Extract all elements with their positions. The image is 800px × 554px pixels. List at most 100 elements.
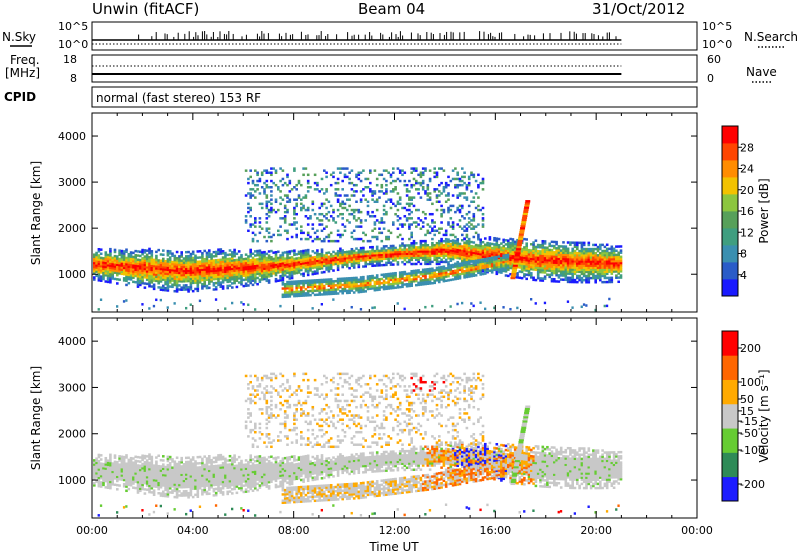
heat-cell <box>300 252 303 255</box>
heat-cell <box>557 253 561 256</box>
heat-cell <box>132 259 135 263</box>
heat-cell <box>421 186 425 189</box>
heat-cell <box>458 177 462 181</box>
heat-cell <box>120 467 124 471</box>
heat-cell <box>228 261 232 265</box>
heat-cell <box>323 270 326 274</box>
heat-cell <box>481 177 485 181</box>
heat-cell <box>527 261 531 264</box>
heat-cell <box>564 278 568 282</box>
heat-cell <box>362 284 365 287</box>
heat-cell <box>297 280 301 283</box>
heat-cell <box>357 278 361 281</box>
heat-cell <box>357 284 361 288</box>
heat-cell <box>316 263 319 267</box>
heat-cell <box>173 260 177 264</box>
heat-cell <box>341 265 344 269</box>
heat-cell <box>139 283 142 287</box>
heat-cell <box>456 273 459 276</box>
heat-cell <box>389 253 393 256</box>
heat-cell <box>559 257 563 261</box>
heat-cell <box>231 269 234 273</box>
heat-cell <box>93 471 96 475</box>
heat-cell <box>493 247 496 250</box>
heat-cell <box>341 251 344 254</box>
heat-cell <box>325 251 328 255</box>
heat-cell <box>194 273 197 276</box>
heat-cell <box>555 274 558 277</box>
heat-cell <box>182 288 186 291</box>
heat-cell <box>408 208 411 212</box>
heat-cell <box>290 290 294 294</box>
heat-cell <box>258 225 262 228</box>
heat-cell <box>311 291 315 295</box>
heat-cell <box>316 188 319 191</box>
heat-cell <box>465 198 469 201</box>
heat-cell <box>392 276 395 279</box>
heat-cell <box>254 221 257 224</box>
heat-cell <box>281 278 285 282</box>
heat-cell <box>191 269 195 272</box>
heat-cell <box>120 264 124 267</box>
heat-cell <box>603 260 607 263</box>
heat-cell <box>513 240 517 244</box>
heat-cell <box>134 480 137 484</box>
heat-cell <box>484 272 487 275</box>
heat-cell <box>201 287 204 290</box>
heat-cell <box>467 237 471 241</box>
heat-cell <box>306 265 310 268</box>
heat-cell <box>348 204 351 208</box>
heat-cell <box>134 280 137 284</box>
heat-cell <box>185 279 188 283</box>
heat-cell <box>166 258 170 261</box>
heat-cell <box>385 281 388 284</box>
heat-cell <box>313 188 317 191</box>
heat-cell <box>507 251 510 255</box>
heat-cell <box>481 219 485 222</box>
heat-cell <box>129 278 133 281</box>
heat-cell <box>104 274 108 277</box>
heat-cell <box>166 260 170 263</box>
heat-cell <box>477 259 480 262</box>
heat-cell <box>594 256 597 259</box>
heat-cell <box>500 242 503 245</box>
heat-cell <box>129 255 133 258</box>
heat-cell <box>504 247 508 250</box>
heat-cell <box>304 215 308 218</box>
heat-cell <box>401 237 404 241</box>
heat-cell <box>109 266 112 270</box>
heat-cell <box>550 273 554 277</box>
heat-cell <box>573 245 577 249</box>
heat-cell <box>304 251 308 254</box>
heat-cell <box>249 188 252 191</box>
heat-cell <box>283 251 287 254</box>
heat-cell <box>596 274 600 278</box>
heat-cell <box>306 248 310 252</box>
heat-cell <box>477 263 480 266</box>
heat-cell <box>488 250 492 254</box>
heat-cell <box>389 282 393 286</box>
heat-cell <box>571 266 574 269</box>
heat-cell <box>297 265 301 268</box>
heat-cell <box>132 280 135 284</box>
heat-cell <box>249 206 252 210</box>
heat-cell <box>203 274 206 278</box>
heat-cell <box>371 252 374 255</box>
heat-cell <box>435 274 439 278</box>
heat-cell <box>408 258 411 262</box>
heat-cell <box>334 290 338 293</box>
heat-cell <box>99 483 103 486</box>
heat-cell <box>410 198 413 201</box>
heat-cell <box>619 274 623 277</box>
noise-cell <box>431 304 434 308</box>
heat-cell <box>389 244 393 248</box>
heat-cell <box>97 470 101 473</box>
heat-cell <box>125 479 128 482</box>
heat-cell <box>104 261 108 265</box>
heat-cell <box>398 223 402 226</box>
heat-cell <box>173 279 177 283</box>
heat-cell <box>541 271 545 274</box>
heat-cell <box>444 275 448 278</box>
heat-cell <box>106 463 110 467</box>
heat-cell <box>599 243 602 247</box>
